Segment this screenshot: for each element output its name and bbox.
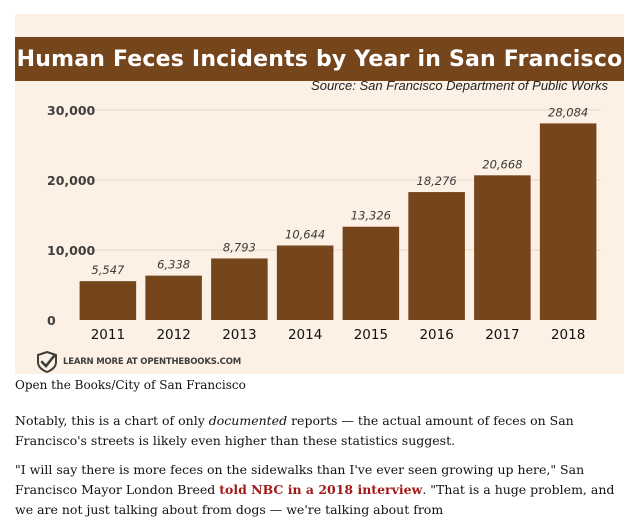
bar-2013 — [211, 258, 268, 320]
bar-2015 — [342, 226, 400, 320]
chart-card: Human Feces Incidents by Year in San Fra… — [15, 14, 624, 374]
bar-value-labels: 5,547 6,338 8,793 10,644 13,326 18,276 20,668 2… — [91, 105, 588, 277]
article-paragraph: Notably, this is a chart of only documen… — [15, 411, 623, 451]
x-tick-label: 2016 — [419, 327, 453, 343]
paragraph-text: "I will say there is more feces on the s… — [15, 462, 585, 497]
bar-2016 — [408, 192, 465, 320]
chart-subtitle: Source: San Francisco Department of Publ… — [311, 78, 608, 93]
y-tick-label: 20,000 — [47, 173, 96, 188]
x-axis-ticks: 2011 2012 2013 2014 2015 2016 2017 2018 — [91, 327, 586, 343]
checkmark-badge-icon — [37, 351, 57, 373]
bar-value-label: 13,326 — [351, 209, 391, 223]
y-axis-ticks: 0 10,000 20,000 30,000 — [47, 103, 96, 328]
bar-value-label: 5,547 — [91, 263, 125, 277]
bar-2011 — [79, 281, 137, 320]
nbc-interview-link[interactable]: told NBC in a 2018 interview — [219, 482, 423, 497]
x-tick-label: 2014 — [288, 327, 322, 343]
bar-value-label: 18,276 — [417, 174, 457, 188]
x-tick-label: 2017 — [485, 327, 519, 343]
attribution[interactable]: LEARN MORE AT OPENTHEBOOKS.COM — [35, 351, 241, 373]
attribution-text: LEARN MORE AT OPENTHEBOOKS.COM — [63, 357, 241, 367]
bar-2018 — [539, 123, 597, 320]
x-tick-label: 2013 — [222, 327, 256, 343]
bar-2017 — [474, 175, 531, 320]
bars — [79, 123, 597, 320]
image-caption: Open the Books/City of San Francisco — [15, 378, 246, 392]
bar-chart: 0 10,000 20,000 30,000 5,547 6,338 8,793 10,64… — [47, 103, 601, 343]
bar-value-label: 10,644 — [285, 227, 325, 241]
y-tick-label: 10,000 — [47, 243, 96, 258]
bar-value-label: 6,338 — [157, 258, 190, 272]
bar-2014 — [276, 245, 334, 320]
x-tick-label: 2015 — [354, 327, 388, 343]
y-tick-label: 30,000 — [47, 103, 96, 118]
y-tick-label: 0 — [47, 313, 56, 328]
bar-value-label: 28,084 — [548, 105, 588, 119]
x-tick-label: 2011 — [91, 327, 125, 343]
x-tick-label: 2018 — [551, 327, 585, 343]
bar-value-label: 20,668 — [482, 157, 522, 171]
bar-2012 — [145, 275, 202, 320]
paragraph-text: reports — the actual amount of feces on … — [15, 413, 574, 448]
bar-value-label: 8,793 — [223, 240, 256, 254]
x-tick-label: 2012 — [156, 327, 190, 343]
paragraph-text: Notably, this is a chart of only — [15, 413, 209, 428]
chart-title: Human Feces Incidents by Year in San Fra… — [16, 46, 623, 72]
chart-title-bar: Human Feces Incidents by Year in San Fra… — [15, 37, 624, 81]
emphasis-text: documented — [208, 413, 288, 428]
article-paragraph: "I will say there is more feces on the s… — [15, 460, 623, 520]
